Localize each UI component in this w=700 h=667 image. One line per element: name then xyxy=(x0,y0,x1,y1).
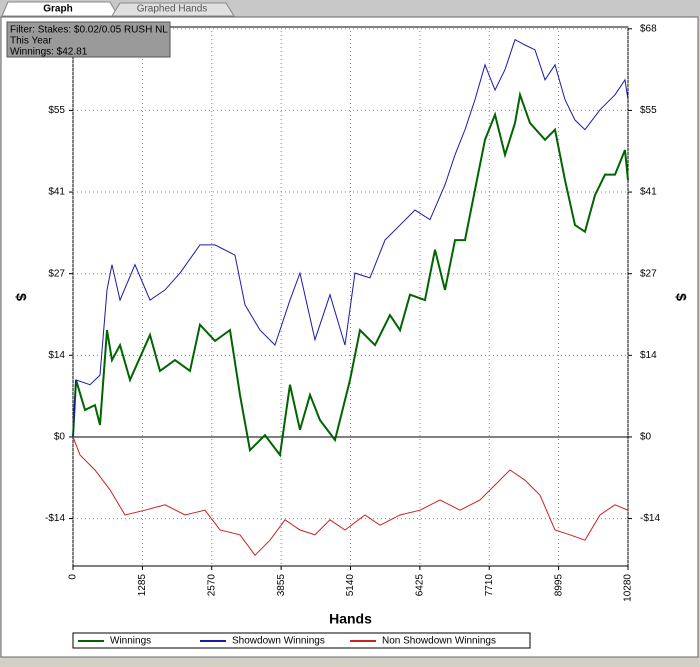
x-axis-label: Hands xyxy=(329,611,372,627)
y-axis-label: $ xyxy=(13,293,29,301)
x-tick-label: 2570 xyxy=(206,574,217,597)
series-line xyxy=(72,90,629,458)
y-tick-label: -$14 xyxy=(45,513,65,524)
y2-tick-label: $0 xyxy=(640,432,652,443)
tab-label: Graphed Hands xyxy=(137,4,208,15)
y-tick-label: $27 xyxy=(48,268,65,279)
legend xyxy=(72,632,531,649)
tab-label: Graph xyxy=(43,4,72,15)
x-tick-label: 3855 xyxy=(276,574,287,597)
status-bar xyxy=(0,658,700,667)
x-tick-label: 7710 xyxy=(484,574,495,597)
legend-label: Non Showdown Winnings xyxy=(382,636,496,647)
x-tick-label: 6425 xyxy=(415,574,426,597)
y-tick-label: $14 xyxy=(48,350,65,361)
series-line xyxy=(72,436,629,556)
legend-label: Showdown Winnings xyxy=(232,636,325,647)
y2-tick-label: $68 xyxy=(640,23,657,34)
y-tick-label: $55 xyxy=(48,105,65,116)
tab[interactable] xyxy=(111,2,235,17)
y2-tick-label: $27 xyxy=(640,268,657,279)
y-tick-label: $0 xyxy=(54,432,66,443)
y2-tick-label: $41 xyxy=(640,187,657,198)
y2-tick-label: $55 xyxy=(640,105,657,116)
x-tick-label: 5140 xyxy=(345,574,356,597)
y-tick-label: $41 xyxy=(48,187,65,198)
filter-text: This Year xyxy=(10,36,52,47)
y2-axis-label: $ xyxy=(673,293,689,301)
y2-tick-label: $14 xyxy=(640,350,657,361)
filter-box xyxy=(6,21,171,58)
x-tick-label: 8995 xyxy=(553,574,564,597)
series-line xyxy=(72,38,629,437)
legend-label: Winnings xyxy=(110,636,151,647)
filter-text: Winnings: $42.81 xyxy=(10,47,88,58)
y2-tick-label: -$14 xyxy=(640,513,660,524)
x-tick-label: 10280 xyxy=(623,574,634,602)
filter-text: Filter: Stakes: $0.02/0.05 RUSH NL xyxy=(10,25,168,36)
tab[interactable] xyxy=(1,1,119,17)
x-tick-label: 1285 xyxy=(137,574,148,597)
plot-area xyxy=(72,26,629,567)
x-tick-label: 0 xyxy=(68,574,79,580)
